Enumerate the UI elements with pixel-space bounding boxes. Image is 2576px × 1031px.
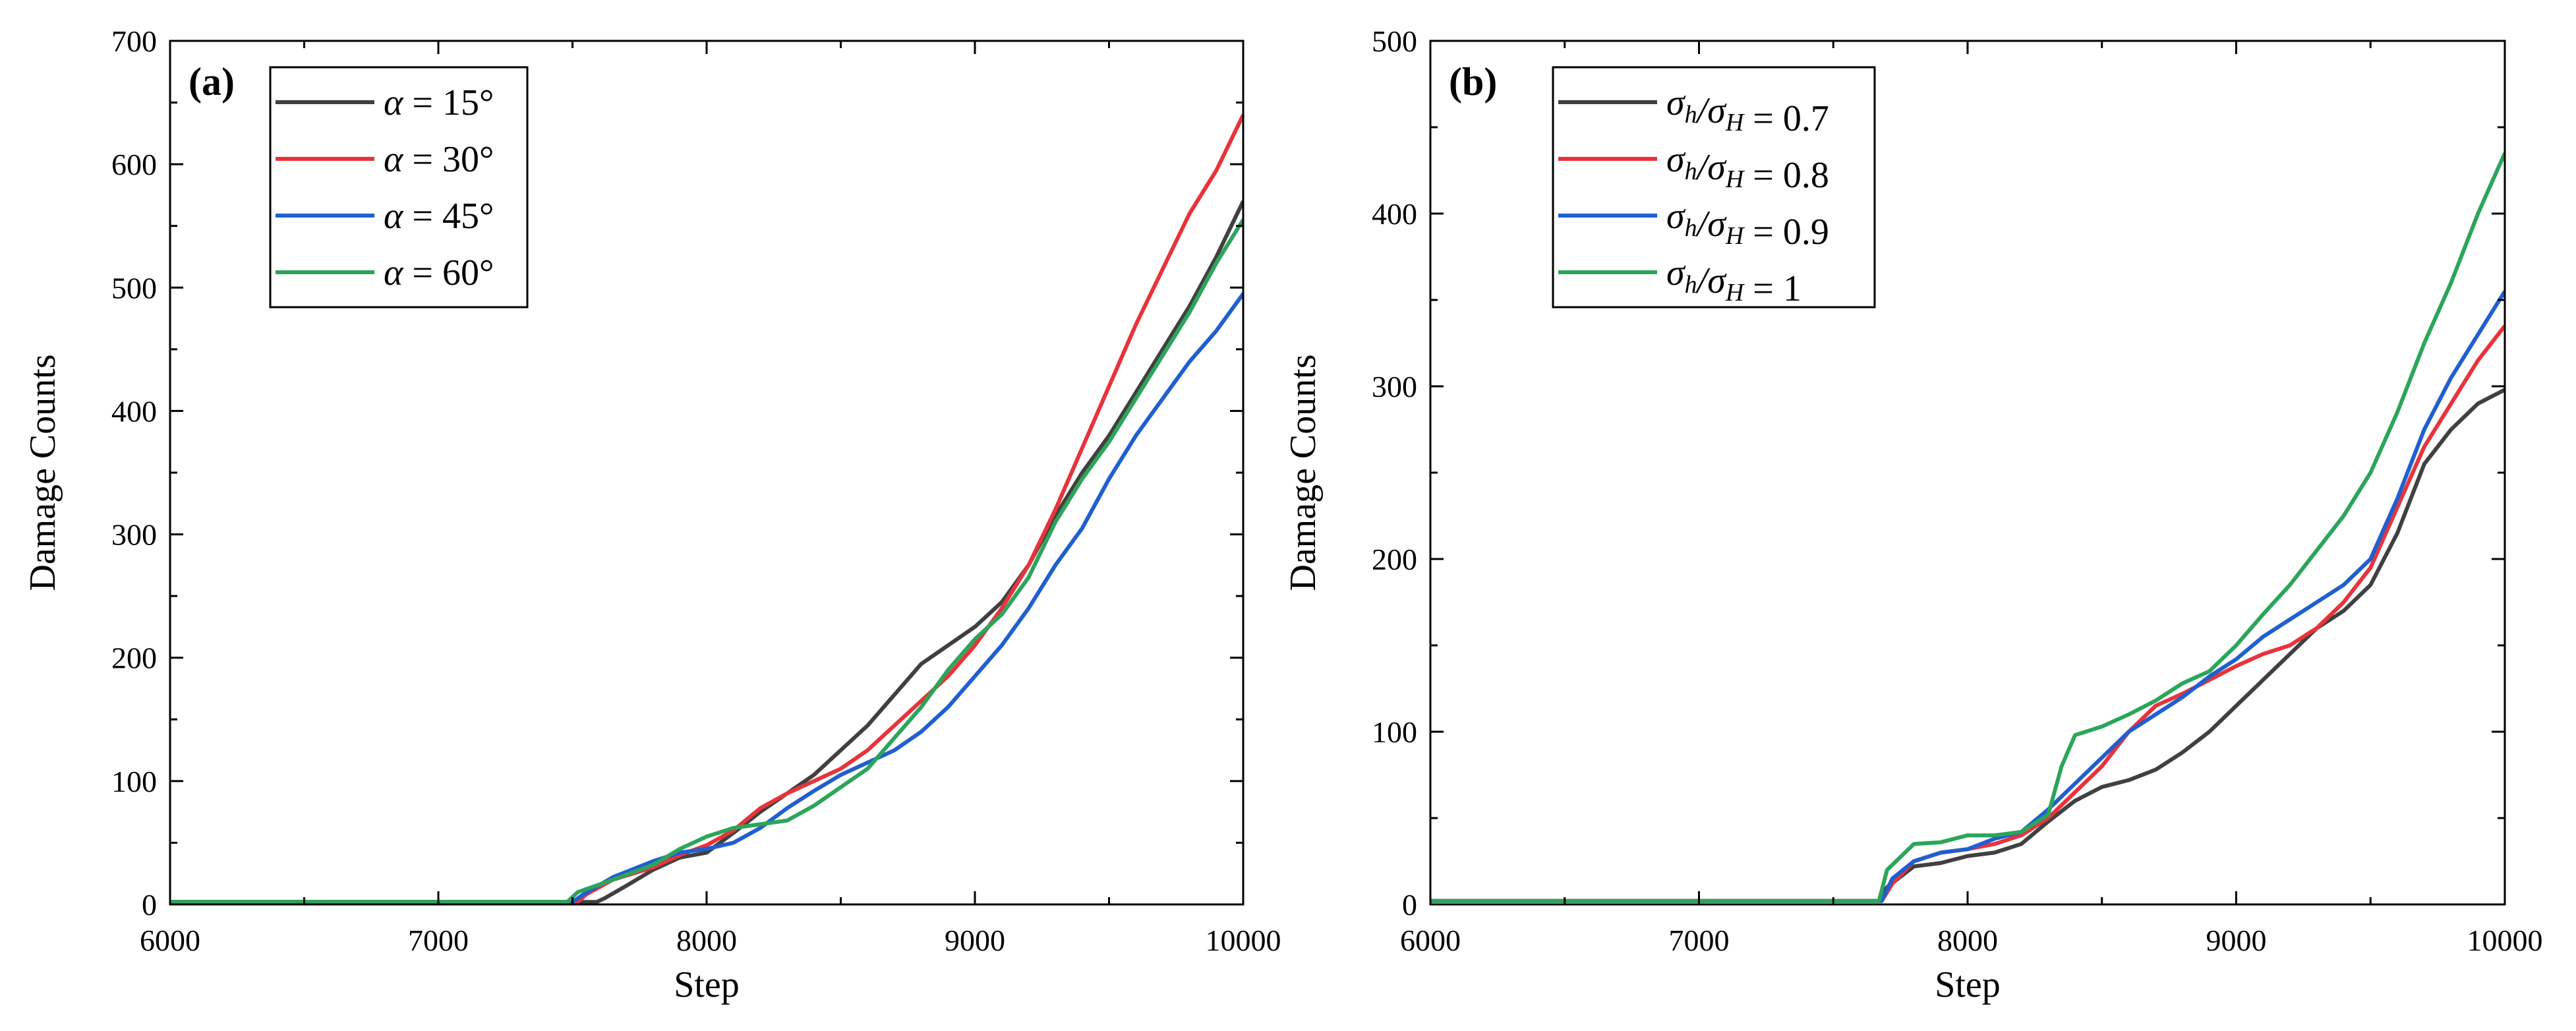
series-line-2 [170,113,1243,904]
y-tick-label: 300 [111,518,157,552]
legend-label-2: σh/σH = 0.8 [1666,139,1829,196]
series-line-3 [170,292,1243,904]
legend-label-1: α = 15° [384,82,494,123]
series-group [170,113,1243,904]
y-tick-label: 600 [111,148,157,181]
x-tick-label: 8000 [1937,924,1998,957]
panel-label: (a) [189,60,235,103]
chart-panel-a: 6000 7000 8000 9000 10000 0 100 200 300 400 500 600… [22,24,1281,1005]
y-tick-label: 500 [111,271,157,305]
y-tick-label: 100 [1372,715,1417,749]
y-tick-label: 0 [142,888,157,922]
x-tick-label: 9000 [945,924,1005,957]
y-tick-label: 200 [1372,543,1417,576]
series-line-4 [170,218,1243,904]
legend-label-2: α = 30° [384,139,494,180]
series-line-3 [1430,290,2505,903]
series-line-1 [170,200,1243,904]
panel-label: (b) [1449,60,1497,103]
y-axis-label: Damage Counts [1283,354,1324,591]
x-tick-label: 10000 [2467,924,2543,957]
x-axis-label: Step [1935,964,2001,1005]
series-line-1 [1430,388,2505,903]
x-tick-label: 9000 [2206,924,2267,957]
x-tick-label: 6000 [140,924,200,957]
y-tick-label: 300 [1372,370,1417,403]
y-tick-label: 100 [111,765,157,798]
y-tick-label: 500 [1372,24,1417,58]
legend-box [1552,66,1876,309]
legend: σh/σH = 0.7σh/σH = 0.8σh/σH = 0.9σh/σH =… [1552,66,1876,309]
y-tick-label: 0 [1402,888,1417,922]
legend-label-3: σh/σH = 0.9 [1666,196,1829,252]
x-tick-label: 7000 [1669,924,1730,957]
legend-box [269,66,529,309]
series-group [1430,152,2505,903]
series-line-4 [1430,152,2505,903]
x-tick-label: 6000 [1400,924,1461,957]
x-tick-label: 8000 [676,924,737,957]
series-line-2 [1430,324,2505,903]
legend: α = 15° α = 30° α = 45° α = 60° [269,66,529,309]
chart-panel-b: 6000 7000 8000 9000 10000 0 100 200 300 400 500 Ste… [1283,24,2543,1005]
y-tick-label: 400 [1372,197,1417,231]
y-tick-label: 700 [111,24,157,58]
legend-label-4: σh/σH = 1 [1666,252,1801,309]
y-tick-label: 400 [111,394,157,428]
x-tick-label: 10000 [1206,924,1281,957]
legend-label-4: α = 60° [384,252,494,293]
x-axis-label: Step [674,964,740,1005]
legend-label-3: α = 45° [384,196,494,237]
x-tick-label: 7000 [408,924,469,957]
legend-label-1: σh/σH = 0.7 [1666,82,1829,139]
y-axis-label: Damage Counts [22,354,63,591]
y-tick-label: 200 [111,641,157,675]
